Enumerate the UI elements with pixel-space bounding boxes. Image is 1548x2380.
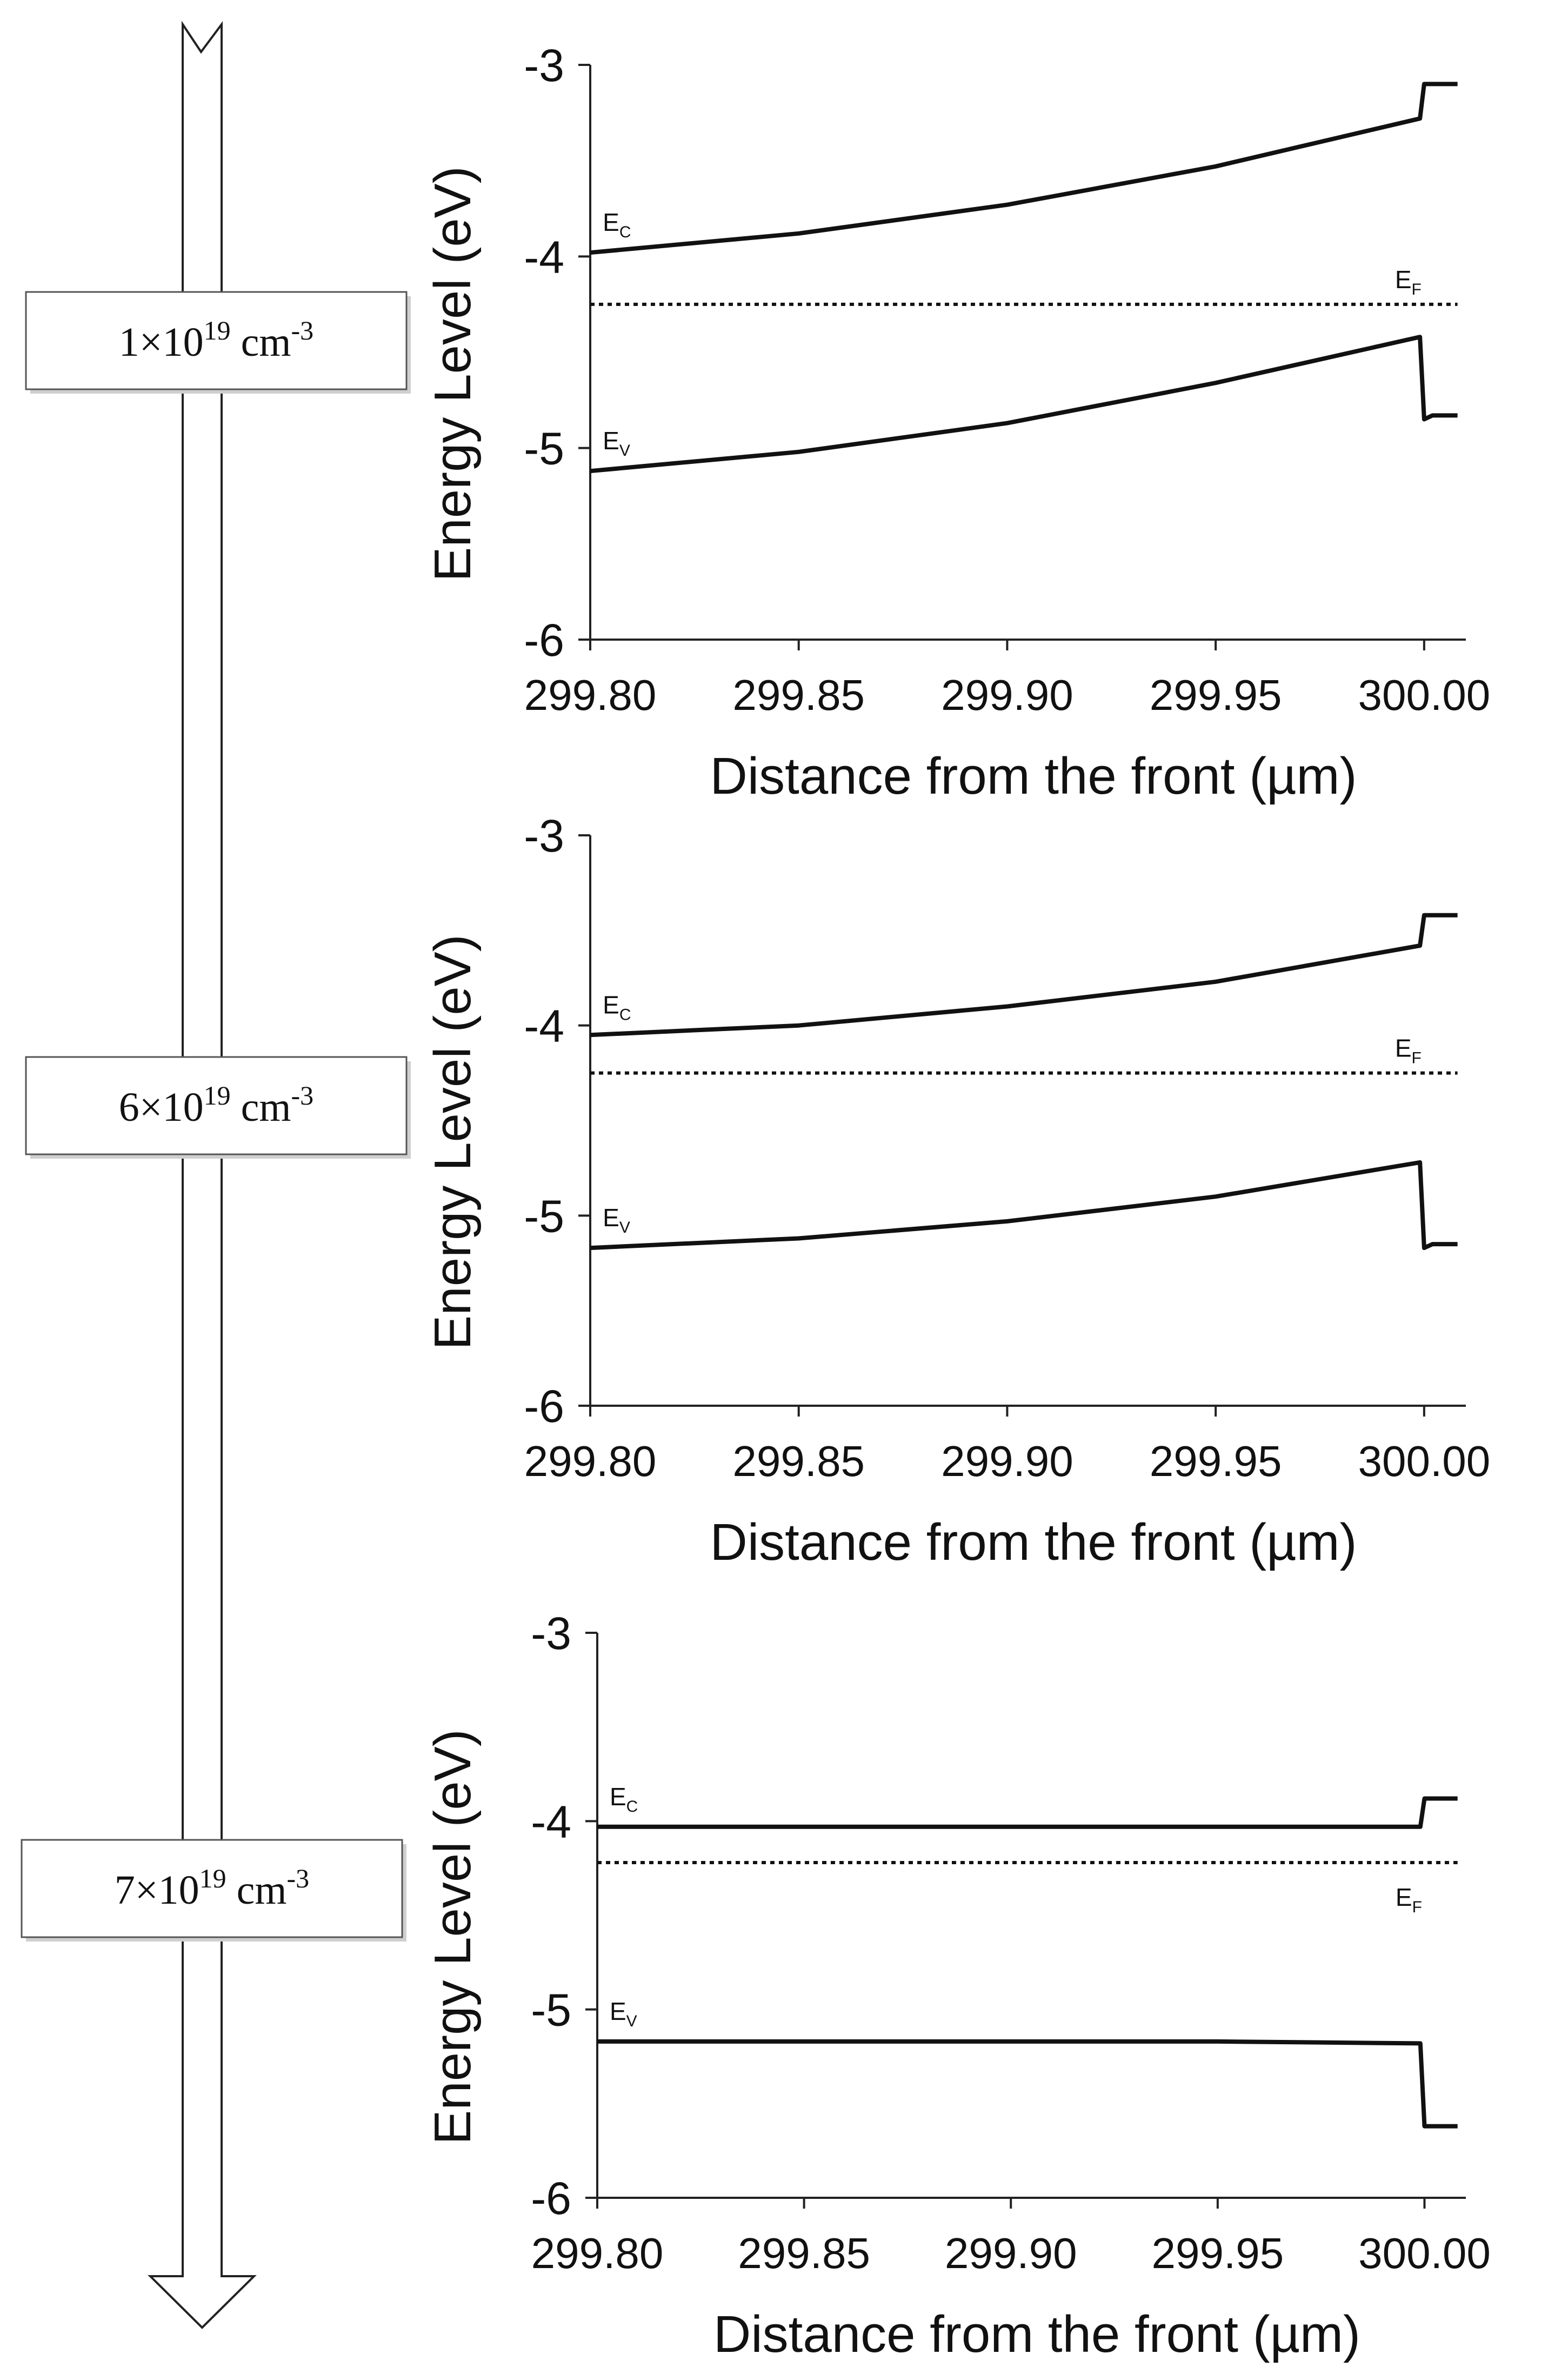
doping-label-text: 6×1019 cm-3	[119, 1080, 313, 1130]
y-tick-label: -6	[531, 2173, 571, 2224]
x-tick-label: 299.80	[524, 671, 657, 719]
x-tick-label: 299.85	[738, 2229, 870, 2277]
x-tick-label: 299.95	[1150, 671, 1282, 719]
x-axis-title: Distance from the front (µm)	[713, 2305, 1360, 2363]
series-line-ec	[590, 82, 1458, 255]
x-tick-label: 299.95	[1152, 2229, 1284, 2277]
doping-label-text: 1×1019 cm-3	[119, 315, 313, 365]
y-tick-label: -6	[524, 1381, 564, 1432]
y-tick-label: -3	[524, 40, 564, 91]
y-axis-title: Energy Level (eV)	[424, 1729, 482, 2144]
band-label: EF	[1396, 1883, 1422, 1916]
series-line-ec	[597, 1796, 1458, 1829]
arrow-shaft	[148, 21, 257, 2329]
x-tick-label: 299.85	[732, 671, 865, 719]
band-label: EC	[603, 990, 631, 1023]
band-chart: -3 -4 -5 -6 299.80 299.85 299.90 299.95 300.00Di…	[424, 810, 1490, 1571]
x-tick-label: 299.90	[945, 2229, 1077, 2277]
y-tick-label: -5	[524, 423, 564, 474]
y-tick-label: -4	[531, 1796, 571, 1847]
x-tick-label: 300.00	[1358, 671, 1491, 719]
x-tick-label: 299.80	[524, 1437, 657, 1485]
y-axis-title: Energy Level (eV)	[424, 166, 482, 581]
x-tick-label: 299.85	[732, 1437, 865, 1485]
x-tick-label: 300.00	[1358, 2229, 1491, 2277]
band-label: EF	[1395, 265, 1422, 298]
series-line-ev	[590, 1160, 1458, 1251]
band-label: EF	[1395, 1034, 1422, 1067]
band-chart: -3 -4 -5 -6 299.80 299.85 299.90 299.95 300.00Di…	[424, 40, 1490, 805]
band-label: EV	[603, 1204, 630, 1236]
x-axis-title: Distance from the front (µm)	[710, 1513, 1357, 1571]
doping-label-box: 7×1019 cm-3	[21, 1839, 406, 1942]
x-tick-label: 299.80	[531, 2229, 664, 2277]
doping-labels: 1×1019 cm-3 6×1019 cm-3 7×1019 cm-3	[21, 291, 411, 1942]
band-label: EV	[610, 1997, 637, 2030]
band-label: EC	[610, 1783, 638, 1816]
doping-label-box: 1×1019 cm-3	[25, 291, 411, 394]
series-line-ec	[590, 913, 1458, 1038]
y-tick-label: -3	[531, 1608, 571, 1659]
y-tick-label: -5	[531, 1985, 571, 2036]
doping-increase-arrow	[148, 21, 257, 2329]
y-tick-label: -3	[524, 810, 564, 861]
y-tick-label: -4	[524, 231, 564, 282]
band-chart: -3 -4 -5 -6 299.80 299.85 299.90 299.95 300.00 Di…	[424, 1608, 1491, 2363]
x-tick-label: 300.00	[1358, 1437, 1491, 1485]
y-tick-label: -5	[524, 1191, 564, 1241]
band-label: EV	[603, 427, 630, 460]
x-tick-label: 299.90	[941, 1437, 1073, 1485]
doping-label-text: 7×1019 cm-3	[115, 1863, 309, 1913]
doping-label-box: 6×1019 cm-3	[25, 1056, 411, 1159]
band-label: EC	[603, 208, 631, 241]
x-axis-title: Distance from the front (µm)	[710, 747, 1357, 805]
x-tick-label: 299.95	[1150, 1437, 1282, 1485]
y-tick-label: -4	[524, 1001, 564, 1052]
series-line-ev	[590, 335, 1458, 474]
y-tick-label: -6	[524, 615, 564, 666]
y-axis-title: Energy Level (eV)	[424, 934, 482, 1349]
x-tick-label: 299.90	[941, 671, 1073, 719]
series-line-ev	[597, 2039, 1458, 2129]
